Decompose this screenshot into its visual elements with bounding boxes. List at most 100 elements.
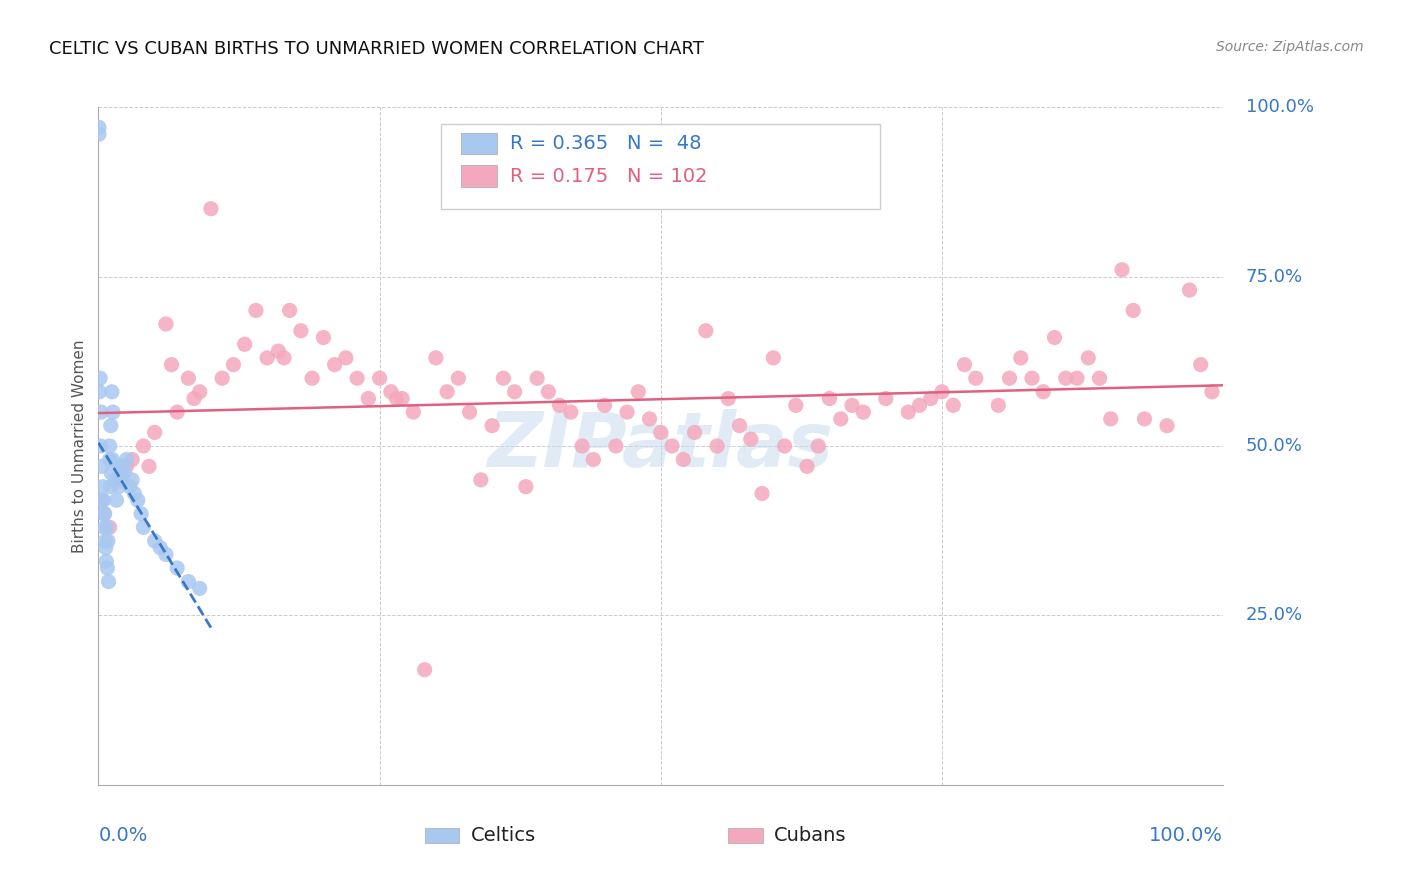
Point [920, 392, 942, 406]
Point [1088, 371, 1111, 385]
Point [717, 392, 740, 406]
Point [1010, 351, 1032, 365]
Point [627, 384, 650, 399]
Point [127, 493, 149, 508]
Point [1066, 371, 1088, 385]
Text: R = 0.365   N =  48: R = 0.365 N = 48 [510, 134, 702, 153]
Point [751, 486, 773, 500]
Point [98, 452, 121, 467]
Point [503, 384, 526, 399]
Point [105, 493, 128, 508]
Point [357, 392, 380, 406]
Point [672, 452, 695, 467]
Point [93, 493, 115, 508]
Point [740, 432, 762, 446]
Point [155, 317, 177, 331]
FancyBboxPatch shape [441, 124, 880, 209]
Point [96, 520, 118, 534]
Text: 0.0%: 0.0% [98, 826, 148, 845]
Point [101, 405, 124, 419]
Point [616, 405, 638, 419]
Point [132, 439, 155, 453]
Point [87, 120, 110, 135]
Point [1054, 371, 1077, 385]
Point [385, 392, 408, 406]
Point [987, 398, 1010, 412]
Point [94, 533, 117, 548]
Point [98, 480, 121, 494]
Point [93, 507, 115, 521]
Point [312, 330, 335, 344]
Point [107, 480, 129, 494]
Point [87, 127, 110, 141]
Point [762, 351, 785, 365]
FancyBboxPatch shape [425, 829, 460, 843]
Point [115, 459, 138, 474]
Point [93, 520, 115, 534]
Point [897, 405, 920, 419]
Point [560, 405, 582, 419]
Point [1122, 303, 1144, 318]
Text: 100.0%: 100.0% [1246, 98, 1313, 116]
Point [852, 405, 875, 419]
Point [160, 358, 183, 372]
Point [94, 541, 117, 555]
Point [796, 459, 818, 474]
FancyBboxPatch shape [728, 829, 763, 843]
Point [1156, 418, 1178, 433]
Point [1021, 371, 1043, 385]
Point [90, 459, 112, 474]
Y-axis label: Births to Unmarried Women: Births to Unmarried Women [72, 339, 87, 553]
Point [953, 358, 976, 372]
Point [129, 507, 152, 521]
Text: 50.0%: 50.0% [1246, 437, 1302, 455]
Point [965, 371, 987, 385]
Point [447, 371, 470, 385]
Point [942, 398, 965, 412]
Point [267, 344, 290, 359]
Point [233, 337, 256, 351]
Point [875, 392, 897, 406]
Point [93, 507, 115, 521]
Point [695, 324, 717, 338]
Point [90, 439, 112, 453]
Point [908, 398, 931, 412]
Point [166, 561, 188, 575]
Point [245, 303, 267, 318]
Point [1099, 412, 1122, 426]
Point [368, 371, 391, 385]
Point [346, 371, 368, 385]
Point [413, 663, 436, 677]
Point [93, 507, 115, 521]
Point [121, 452, 143, 467]
Text: ZIPatlas: ZIPatlas [488, 409, 834, 483]
Point [638, 412, 661, 426]
Point [402, 405, 425, 419]
Point [132, 520, 155, 534]
Point [211, 371, 233, 385]
Text: Source: ZipAtlas.com: Source: ZipAtlas.com [1216, 40, 1364, 54]
Point [335, 351, 357, 365]
Point [100, 418, 122, 433]
Point [188, 582, 211, 596]
Point [605, 439, 627, 453]
Point [177, 574, 200, 589]
Point [101, 384, 124, 399]
Text: 25.0%: 25.0% [1246, 607, 1303, 624]
Text: CELTIC VS CUBAN BIRTHS TO UNMARRIED WOMEN CORRELATION CHART: CELTIC VS CUBAN BIRTHS TO UNMARRIED WOME… [49, 40, 704, 58]
Point [111, 459, 134, 474]
Point [818, 392, 841, 406]
Point [458, 405, 481, 419]
Point [91, 493, 114, 508]
Point [683, 425, 706, 440]
Point [112, 466, 135, 480]
Point [143, 533, 166, 548]
Point [301, 371, 323, 385]
Point [177, 371, 200, 385]
Point [100, 466, 122, 480]
Point [481, 418, 503, 433]
Point [515, 480, 537, 494]
Point [841, 398, 863, 412]
Point [256, 351, 278, 365]
FancyBboxPatch shape [461, 133, 496, 154]
